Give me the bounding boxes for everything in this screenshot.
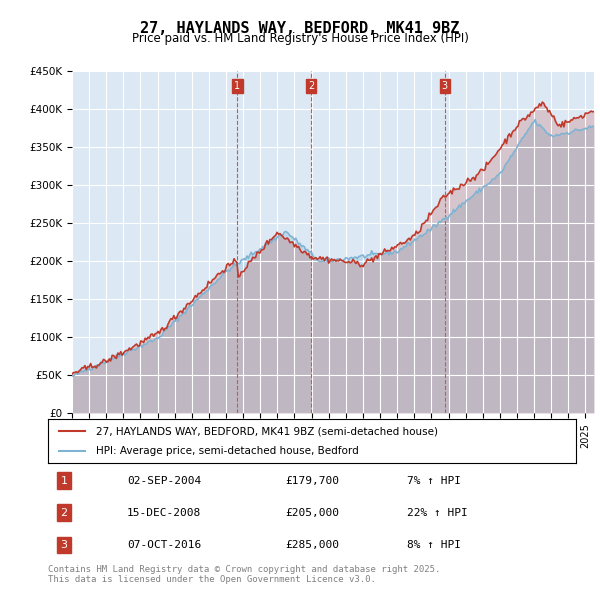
Text: 8% ↑ HPI: 8% ↑ HPI (407, 540, 461, 550)
Text: 3: 3 (442, 81, 448, 91)
Text: 2: 2 (60, 508, 67, 518)
Text: £285,000: £285,000 (286, 540, 340, 550)
Text: 27, HAYLANDS WAY, BEDFORD, MK41 9BZ (semi-detached house): 27, HAYLANDS WAY, BEDFORD, MK41 9BZ (sem… (95, 427, 437, 436)
Text: £179,700: £179,700 (286, 476, 340, 486)
Text: 1: 1 (235, 81, 241, 91)
Text: £205,000: £205,000 (286, 508, 340, 518)
Text: 27, HAYLANDS WAY, BEDFORD, MK41 9BZ: 27, HAYLANDS WAY, BEDFORD, MK41 9BZ (140, 21, 460, 35)
Text: Contains HM Land Registry data © Crown copyright and database right 2025.
This d: Contains HM Land Registry data © Crown c… (48, 565, 440, 584)
Text: 2: 2 (308, 81, 314, 91)
Text: HPI: Average price, semi-detached house, Bedford: HPI: Average price, semi-detached house,… (95, 446, 358, 455)
Text: 7% ↑ HPI: 7% ↑ HPI (407, 476, 461, 486)
Text: 3: 3 (61, 540, 67, 550)
Text: 22% ↑ HPI: 22% ↑ HPI (407, 508, 468, 518)
Text: 07-OCT-2016: 07-OCT-2016 (127, 540, 202, 550)
Text: 02-SEP-2004: 02-SEP-2004 (127, 476, 202, 486)
Text: 1: 1 (61, 476, 67, 486)
Text: 15-DEC-2008: 15-DEC-2008 (127, 508, 202, 518)
Text: Price paid vs. HM Land Registry's House Price Index (HPI): Price paid vs. HM Land Registry's House … (131, 32, 469, 45)
